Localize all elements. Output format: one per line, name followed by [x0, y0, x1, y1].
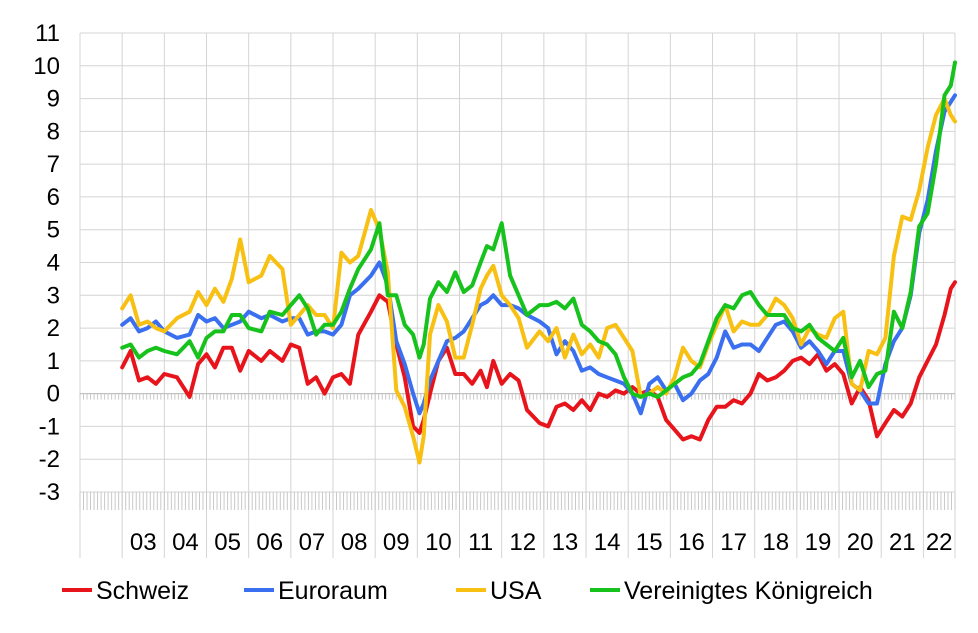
x-tick-label: 09	[383, 529, 410, 556]
x-tick-label: 03	[130, 529, 157, 556]
series-line-vereinigtes-königreich	[120, 60, 957, 399]
x-tick-label: 07	[299, 529, 326, 556]
y-tick-label: 3	[47, 282, 60, 309]
x-tick-label: 20	[847, 529, 874, 556]
series-line-schweiz	[120, 280, 957, 442]
y-tick-label: 0	[47, 381, 60, 408]
x-tick-label: 11	[468, 529, 493, 556]
month-minor-ticks	[79, 393, 956, 510]
x-tick-label: 21	[889, 529, 916, 556]
legend-label: USA	[490, 577, 542, 605]
y-tick-label: -3	[39, 479, 60, 506]
x-tick-label: 12	[509, 529, 536, 556]
x-tick-label: 10	[425, 529, 452, 556]
y-tick-label: 2	[47, 315, 60, 342]
y-tick-label: 7	[47, 151, 60, 178]
y-tick-label: 8	[47, 118, 60, 145]
legend: Schweiz Euroraum USA Vereinigtes Königreich	[62, 577, 873, 605]
y-tick-label: 10	[33, 53, 60, 80]
x-tick-label: 14	[594, 529, 621, 556]
y-tick-label: 6	[47, 184, 60, 211]
legend-label: Schweiz	[96, 577, 189, 605]
x-tick-label: 19	[805, 529, 832, 556]
series-lines	[120, 60, 957, 465]
x-tick-label: 15	[636, 529, 663, 556]
x-tick-label: 18	[762, 529, 789, 556]
legend-label: Euroraum	[278, 577, 388, 605]
x-tick-label: 06	[256, 529, 283, 556]
legend-label: Vereinigtes Königreich	[624, 577, 873, 605]
y-axis-tick-labels: -3 -2 -1 0 1 2 3 4 5 6 7 8 9 10 11	[33, 20, 60, 506]
x-axis-tick-labels: 03 04 05 06 07 08 09 10 11 12 13 14 15 16 17 18 19 20 21 22	[130, 529, 953, 556]
y-tick-label: 4	[47, 250, 60, 277]
x-tick-label: 05	[214, 529, 241, 556]
y-tick-label: 11	[35, 20, 60, 47]
x-tick-label: 08	[341, 529, 368, 556]
y-tick-label: 1	[47, 348, 60, 375]
series-line-euroraum	[120, 93, 957, 416]
y-tick-label: -2	[39, 446, 60, 473]
series-line-usa	[120, 96, 957, 465]
x-tick-label: 17	[720, 529, 747, 556]
y-tick-label: 5	[47, 217, 60, 244]
x-tick-label: 04	[172, 529, 199, 556]
x-tick-label: 22	[926, 529, 953, 556]
y-tick-label: -1	[39, 413, 60, 440]
x-tick-label: 13	[552, 529, 579, 556]
x-tick-label: 16	[678, 529, 705, 556]
y-tick-label: 9	[47, 86, 60, 113]
